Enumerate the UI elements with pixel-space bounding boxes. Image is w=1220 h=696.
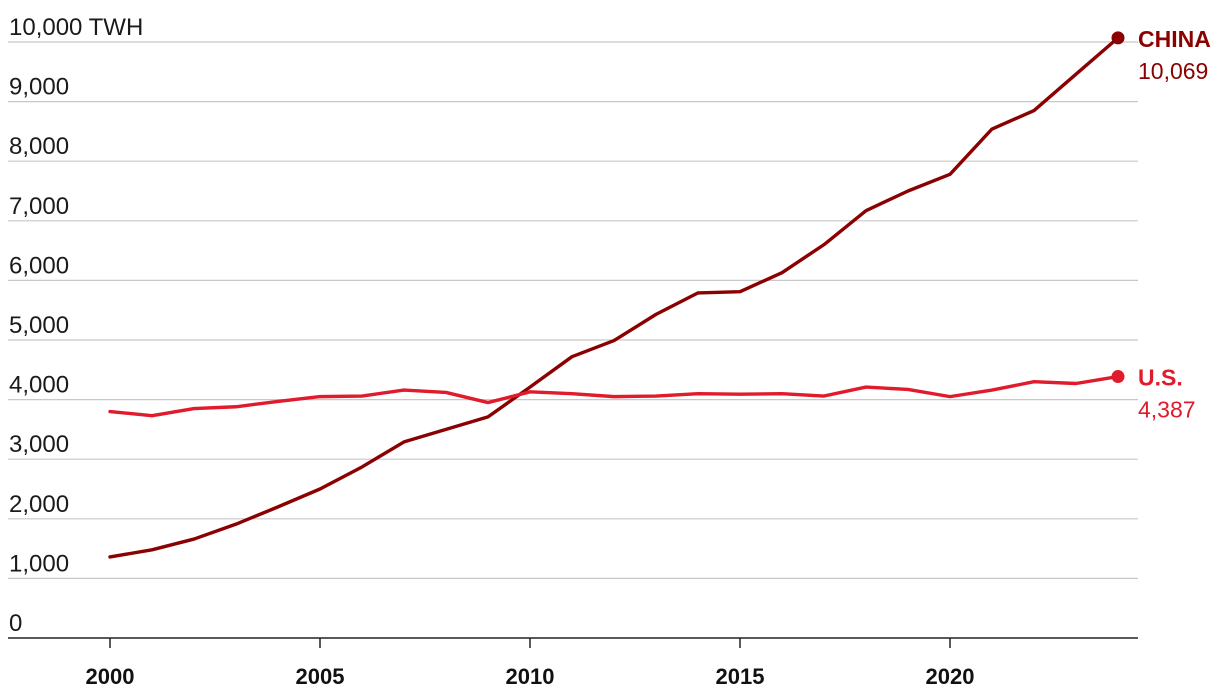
series-end-point [1111,31,1125,45]
series-lines [108,31,1125,559]
series-value-label: 4,387 [1138,397,1196,423]
x-axis-ticks: 2000 2005 2010 2015 2020 [86,638,975,689]
x-tick-label: 2000 [86,664,135,689]
y-tick-label: 5,000 [9,312,69,339]
x-tick-label: 2020 [926,664,975,689]
y-tick-label: 0 [9,610,22,637]
y-tick-label: 7,000 [9,193,69,220]
series-line-us [108,374,1120,418]
x-tick-label: 2015 [716,664,765,689]
series-name-label: U.S. [1138,365,1183,391]
y-tick-label: 6,000 [9,252,69,279]
y-tick-label: 3,000 [9,431,69,458]
x-tick-label: 2010 [506,664,555,689]
series-line-china [108,36,1120,559]
series-value-label: 10,069 [1138,58,1208,84]
series-name-label: CHINA [1138,26,1211,52]
y-axis-ticks: 0 1,000 2,000 3,000 4,000 5,000 6,000 7,000 8,00… [9,14,143,637]
gridlines [8,41,1138,580]
x-tick-label: 2005 [296,664,345,689]
y-tick-label: 1,000 [9,550,69,577]
y-tick-label: 2,000 [9,491,69,518]
y-tick-label: 4,000 [9,372,69,399]
y-tick-label: 10,000 TWH [9,14,143,41]
series-end-point [1111,370,1125,384]
y-tick-label: 8,000 [9,133,69,160]
series-end-labels: CHINA 10,069 U.S. 4,387 [1138,26,1211,423]
y-tick-label: 9,000 [9,74,69,101]
